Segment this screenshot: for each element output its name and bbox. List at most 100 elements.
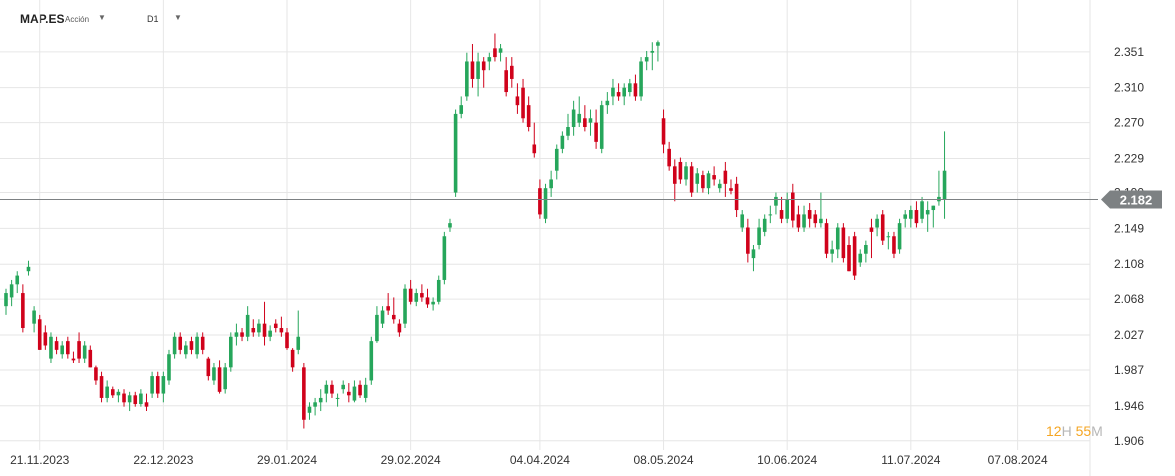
candle-body — [71, 358, 76, 361]
candle-down — [521, 78, 525, 123]
candle-down — [515, 83, 520, 114]
candle-body — [414, 293, 419, 302]
candle-body — [77, 341, 81, 359]
timeframe-dropdown-icon[interactable]: ▼ — [174, 13, 182, 22]
candle-body — [21, 293, 25, 329]
candle-body — [841, 227, 846, 259]
candle-up — [313, 397, 317, 416]
candle-up — [352, 380, 357, 403]
x-tick-label: 21.11.2023 — [10, 453, 69, 467]
candle-up — [296, 310, 301, 355]
candle-down — [723, 161, 728, 197]
candle-body — [869, 227, 874, 232]
candle-up — [577, 96, 582, 128]
candle-body — [830, 249, 834, 254]
candle-body — [66, 341, 70, 355]
candle-down — [880, 210, 885, 245]
candle-body — [644, 57, 649, 62]
candle-body — [729, 188, 733, 191]
candle-up — [611, 78, 615, 106]
candle-body — [554, 148, 559, 171]
candle-up — [498, 43, 503, 62]
candle-body — [459, 105, 464, 114]
candle-body — [656, 42, 660, 46]
candle-up — [161, 371, 166, 403]
candle-body — [442, 236, 447, 280]
candle-down — [285, 328, 289, 350]
candle-up — [650, 42, 655, 71]
candle-body — [532, 144, 537, 154]
symbol-dropdown-icon[interactable]: ▼ — [98, 13, 106, 22]
candle-body — [588, 118, 593, 123]
candle-down — [189, 336, 194, 355]
candle-body — [880, 214, 885, 241]
candle-up — [864, 240, 868, 263]
candle-up — [717, 179, 722, 193]
candle-down — [847, 236, 851, 272]
candle-body — [94, 367, 98, 381]
timeframe-label[interactable]: D1 — [147, 14, 159, 24]
candle-body — [352, 386, 357, 401]
candle-down — [386, 293, 390, 315]
candle-down — [66, 336, 70, 359]
candle-body — [9, 284, 14, 298]
candle-body — [650, 50, 655, 53]
candle-down — [358, 380, 362, 398]
x-tick-label: 29.01.2024 — [257, 453, 317, 467]
candle-up — [549, 170, 553, 197]
x-axis: 21.11.2023 22.12.2023 29.01.2024 29.02.2024… — [10, 453, 1048, 467]
candle-body — [32, 310, 36, 324]
candle-up — [605, 92, 610, 114]
candle-body — [240, 332, 244, 337]
candle-body — [560, 135, 565, 149]
candle-body — [172, 336, 177, 355]
candle-down — [133, 391, 138, 407]
countdown-minutes: 55 — [1075, 423, 1092, 439]
symbol-label[interactable]: MAP.ES — [20, 12, 65, 26]
candle-down — [347, 383, 351, 403]
candle-down — [701, 170, 705, 193]
candle-body — [847, 244, 851, 272]
candle-body — [751, 249, 756, 259]
candle-up — [212, 362, 216, 385]
candle-body — [420, 293, 424, 298]
candle-up — [245, 306, 250, 342]
candle-down — [122, 389, 126, 407]
candle-body — [493, 48, 497, 58]
candle-up — [127, 391, 132, 412]
candle-down — [914, 201, 919, 228]
candle-up — [554, 144, 559, 180]
candle-body — [526, 105, 531, 128]
candle-down — [852, 231, 857, 280]
candle-body — [110, 389, 115, 396]
candle-up — [802, 205, 806, 232]
current-price-badge: 2.182 — [1101, 190, 1162, 209]
candle-body — [661, 118, 666, 145]
candle-up — [453, 109, 458, 197]
candle-body — [380, 310, 385, 324]
candle-body — [852, 236, 857, 276]
candle-up — [774, 192, 778, 215]
candle-down — [155, 371, 160, 398]
candle-up — [925, 201, 930, 232]
x-tick-label: 04.04.2024 — [510, 453, 570, 467]
candle-up — [172, 332, 177, 359]
candle-body — [195, 336, 199, 355]
candle-body — [363, 384, 368, 398]
candle-body — [127, 395, 132, 403]
candle-body — [4, 293, 8, 307]
candle-down — [678, 157, 683, 184]
candle-up — [785, 192, 789, 224]
y-tick-label: 1.987 — [1114, 363, 1144, 377]
candle-down — [661, 109, 666, 154]
candle-up — [26, 260, 31, 276]
candle-down — [672, 159, 677, 202]
candle-up — [139, 389, 143, 407]
candle-body — [150, 376, 154, 394]
candle-body — [122, 393, 126, 403]
candle-up — [167, 349, 171, 385]
candle-body — [184, 345, 188, 355]
candle-up — [307, 402, 312, 420]
candle-down — [200, 332, 205, 355]
